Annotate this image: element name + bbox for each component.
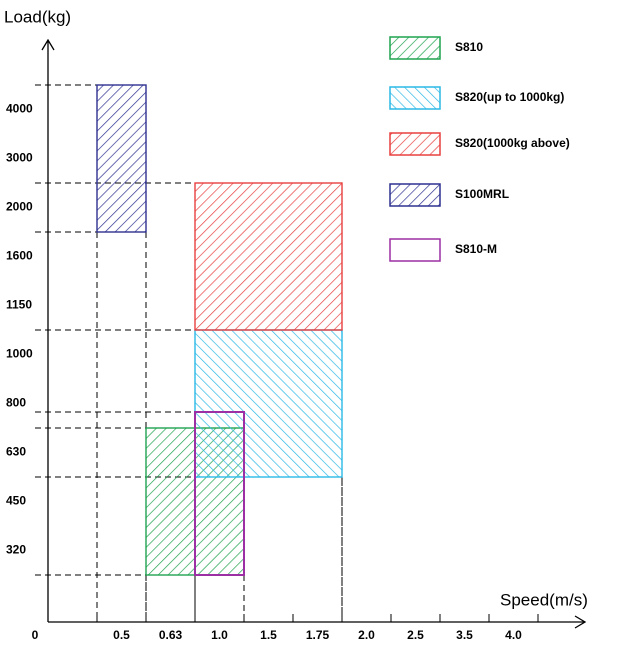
legend-swatch [389, 86, 441, 110]
legend-label: S820(up to 1000kg) [455, 90, 564, 104]
y-tick-label: 800 [6, 396, 26, 410]
x-tick-label: 1.5 [260, 628, 277, 642]
block [194, 411, 245, 576]
x-tick-label: 3.5 [456, 628, 473, 642]
x-tick-label: 0.5 [113, 628, 130, 642]
block [194, 182, 343, 331]
x-tick-label: 1.75 [306, 628, 330, 642]
legend-swatch [389, 132, 441, 156]
origin-label: 0 [32, 628, 39, 642]
y-axis-title: Load(kg) [4, 7, 71, 26]
y-tick-label: 1600 [6, 249, 33, 263]
y-tick-label: 1000 [6, 347, 33, 361]
block [194, 329, 343, 478]
x-axis-title: Speed(m/s) [500, 590, 588, 609]
x-tick-label: 2.5 [407, 628, 424, 642]
y-tick-label: 450 [6, 494, 26, 508]
x-tick-label: 0.63 [159, 628, 183, 642]
y-tick-label: 320 [6, 543, 26, 557]
y-tick-label: 4000 [6, 102, 33, 116]
legend-label: S100MRL [455, 187, 509, 201]
legend-swatch [389, 36, 441, 60]
legend-label: S810-M [455, 242, 497, 256]
legend-label: S820(1000kg above) [455, 136, 570, 150]
y-axis [41, 38, 55, 622]
y-tick-label: 2000 [6, 200, 33, 214]
x-tick-label: 1.0 [211, 628, 228, 642]
block [96, 84, 147, 233]
y-tick-label: 630 [6, 445, 26, 459]
legend-swatch [389, 183, 441, 207]
x-tick-label: 4.0 [505, 628, 522, 642]
x-tick-label: 2.0 [358, 628, 375, 642]
legend-label: S810 [455, 40, 483, 54]
y-tick-label: 3000 [6, 151, 33, 165]
legend-swatch [389, 238, 441, 262]
x-axis [48, 615, 587, 629]
y-tick-label: 1150 [6, 298, 32, 312]
